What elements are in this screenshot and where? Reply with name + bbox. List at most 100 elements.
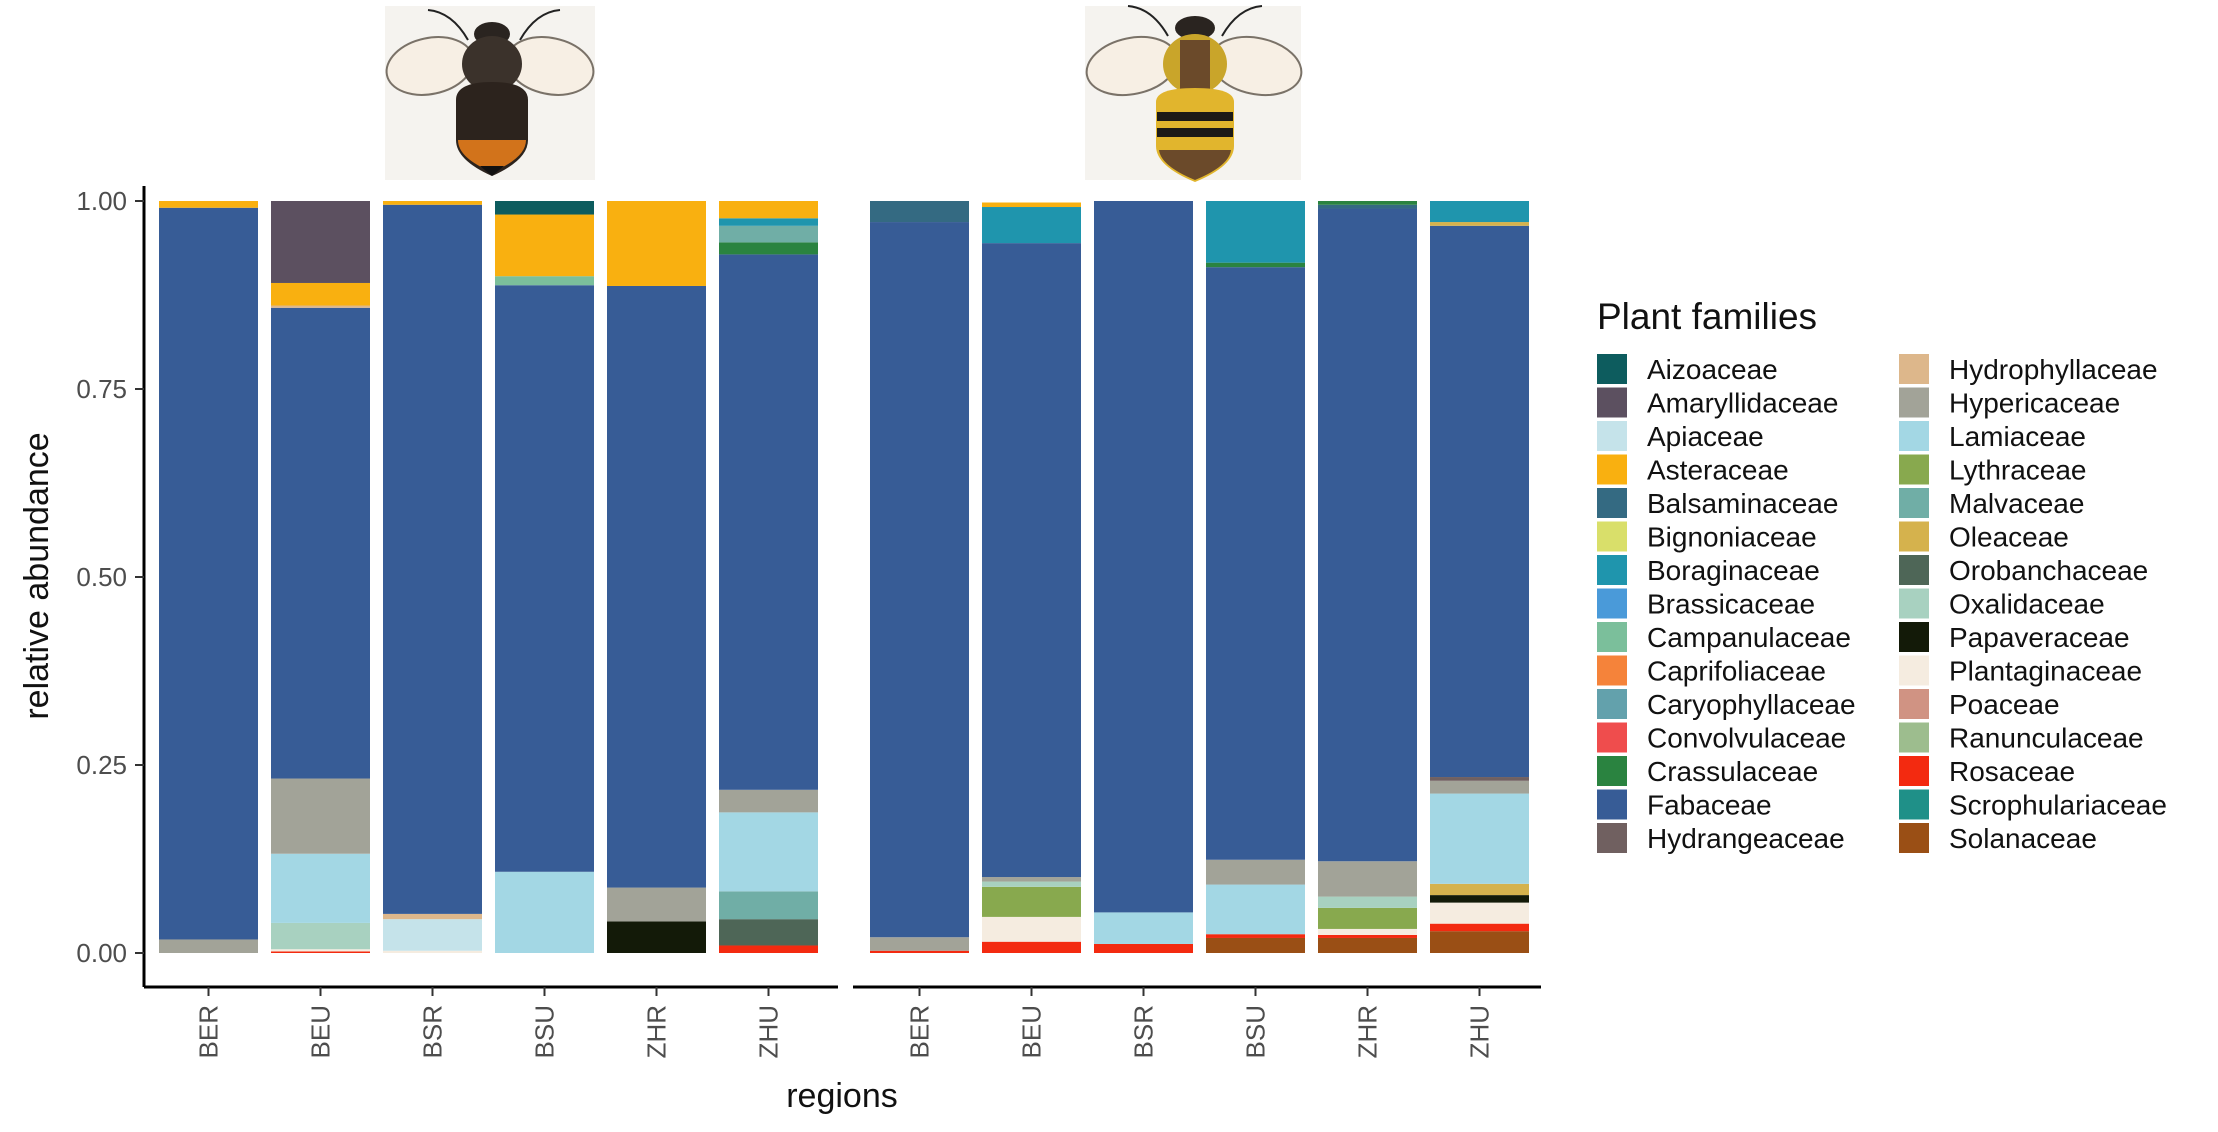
legend-label: Lamiaceae (1949, 421, 2086, 452)
bar-segment-asteraceae (495, 214, 594, 277)
legend-label: Oxalidaceae (1949, 589, 2105, 620)
bar-segment-fabaceae (1430, 225, 1529, 778)
bar-segment-aizoaceae (495, 201, 594, 215)
x-tick-label: BSU (530, 1005, 560, 1058)
bar-segment-asteraceae (982, 202, 1081, 208)
bar-segment-hydrangeaceae (1430, 777, 1529, 781)
bar-segment-papaveraceae (607, 921, 706, 953)
bar-segment-fabaceae (159, 207, 258, 940)
legend-label: Amaryllidaceae (1647, 388, 1838, 419)
x-tick-label: BEU (1017, 1005, 1047, 1058)
legend-label: Hydrophyllaceae (1949, 354, 2158, 385)
y-axis-title: relative abundance (18, 432, 56, 719)
bar-segment-asteraceae (719, 201, 818, 219)
legend-swatch (1597, 454, 1627, 485)
bar-segment-hypericaceae (1318, 861, 1417, 897)
legend-swatch (1597, 756, 1627, 786)
y-tick-label: 1.00 (76, 186, 127, 216)
x-tick-label: ZHR (642, 1005, 672, 1058)
bar-segment-boraginaceae (1430, 201, 1529, 223)
legend-swatch (1899, 421, 1929, 451)
bar-segment-rosaceae (870, 950, 969, 953)
legend-label: Asteraceae (1647, 455, 1789, 486)
y-tick-label: 0.25 (76, 750, 127, 780)
bar-segment-crassulaceae (719, 242, 818, 255)
legend-label: Boraginaceae (1647, 555, 1820, 586)
x-axis-title: regions (786, 1077, 898, 1115)
legend-swatch (1899, 454, 1929, 485)
legend-swatch (1899, 722, 1929, 753)
bar-segment-lamiaceae (1206, 884, 1305, 935)
bar-segment-fabaceae (383, 204, 482, 914)
bar-segment-fabaceae (1094, 201, 1193, 913)
bar-segment-rosaceae (1318, 934, 1417, 938)
bar-segment-lythraceae (982, 886, 1081, 917)
legend-label: Rosaceae (1949, 756, 2075, 787)
bar-segment-rosaceae (1206, 934, 1305, 938)
bar-segment-boraginaceae (719, 218, 818, 226)
bar-segment-fabaceae (607, 285, 706, 888)
bar-segment-hydrophyllaceae (383, 913, 482, 920)
bar-segment-rosaceae (1094, 943, 1193, 953)
bar-segment-campanulaceae (495, 276, 594, 286)
legend-swatch (1899, 655, 1929, 686)
bar-segment-lythraceae (1318, 907, 1417, 929)
bar-segment-oleaceae (1430, 883, 1529, 896)
bar-segment-hypericaceae (870, 937, 969, 951)
legend-swatch (1597, 387, 1627, 418)
bar-segment-hypericaceae (1206, 859, 1305, 885)
x-tick-label: BSU (1241, 1005, 1271, 1058)
bar-segment-fabaceae (719, 254, 818, 790)
legend-swatch (1597, 521, 1627, 552)
bar-segment-oxalidaceae (271, 922, 370, 950)
legend-label: Orobanchaceae (1949, 555, 2148, 586)
legend-label: Campanulaceae (1647, 622, 1851, 653)
bar-segment-boraginaceae (1206, 201, 1305, 263)
legend-label: Solanaceae (1949, 823, 2097, 854)
legend-label: Malvaceae (1949, 488, 2084, 519)
y-tick-label: 0.75 (76, 374, 127, 404)
bar-segment-lamiaceae (271, 853, 370, 923)
legend: AizoaceaeAmaryllidaceaeApiaceaeAsteracea… (1597, 354, 2167, 854)
bar-segment-crassulaceae (1318, 201, 1417, 205)
legend-label: Balsaminaceae (1647, 488, 1838, 519)
legend-swatch (1597, 421, 1627, 451)
y-tick-label: 0.00 (76, 938, 127, 968)
legend-swatch (1597, 655, 1627, 686)
legend-swatch (1597, 588, 1627, 619)
y-tick-label: 0.50 (76, 562, 127, 592)
legend-label: Hypericaceae (1949, 388, 2120, 419)
bar-segment-hypericaceae (719, 789, 818, 813)
legend-swatch (1899, 789, 1929, 820)
bar-segment-papaveraceae (1430, 895, 1529, 903)
bar-segment-fabaceae (870, 222, 969, 938)
bar-segment-fabaceae (495, 285, 594, 872)
bar-segment-crassulaceae (1206, 262, 1305, 268)
bar-segment-asteraceae (271, 282, 370, 306)
legend-label: Apiaceae (1647, 421, 1764, 452)
bar-segment-fabaceae (1318, 208, 1417, 862)
legend-swatch (1899, 588, 1929, 619)
bar-segment-hypericaceae (271, 778, 370, 854)
bar-segment-fabaceae (1206, 267, 1305, 860)
legend-label: Ranunculaceae (1949, 723, 2144, 754)
x-tick-label: ZHU (1465, 1005, 1495, 1058)
bar-segment-rosaceae (982, 941, 1081, 953)
bar-segment-fabaceae (982, 243, 1081, 878)
x-tick-label: BER (194, 1005, 224, 1058)
legend-swatch (1597, 789, 1627, 820)
legend-swatch (1899, 689, 1929, 719)
legend-label: Caprifoliaceae (1647, 656, 1826, 687)
bar-segment-malvaceae (719, 225, 818, 243)
bar-segment-oxalidaceae (1318, 896, 1417, 908)
bar-segment-balsaminaceae (1318, 204, 1417, 209)
bar-segment-hypericaceae (159, 939, 258, 953)
bar-segment-lamiaceae (495, 871, 594, 953)
bar-segment-asteraceae (159, 201, 258, 208)
legend-swatch (1899, 756, 1929, 786)
bar-segment-plantaginaceae (383, 950, 482, 953)
bar-segment-rosaceae (271, 951, 370, 953)
yellow-bumblebee-icon (1085, 5, 1303, 182)
legend-label: Lythraceae (1949, 455, 2087, 486)
